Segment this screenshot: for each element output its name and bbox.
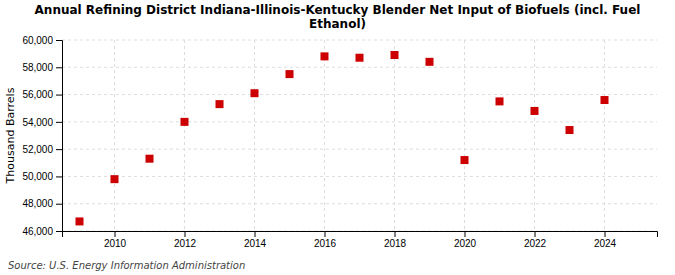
grid-line bbox=[324, 40, 325, 231]
point bbox=[321, 52, 329, 60]
y-axis: 46,000 48,000 50,000 52,000 54,000 56,000 58,0… bbox=[22, 35, 62, 237]
axis-line bbox=[63, 232, 658, 238]
x-tick: 2012 bbox=[174, 231, 197, 249]
tick-mark bbox=[535, 231, 536, 237]
grid-line bbox=[114, 40, 115, 231]
title-line: Annual Refining District Indiana-Illinoi… bbox=[35, 3, 641, 17]
tick-label: 50,000 bbox=[22, 171, 53, 182]
tick-label: 52,000 bbox=[22, 144, 53, 155]
x-tick: 2022 bbox=[524, 231, 547, 249]
x-tick: 2016 bbox=[314, 231, 337, 249]
plot: 2010 2012 2014 2016 2018 2020 2022 2024 46,000 48… bbox=[22, 35, 657, 249]
tick-label: 2022 bbox=[524, 238, 547, 249]
tick-label: 48,000 bbox=[22, 198, 53, 209]
tick-label: 46,000 bbox=[22, 226, 53, 237]
grid-line bbox=[62, 94, 657, 95]
tick-mark bbox=[255, 231, 256, 237]
point bbox=[496, 97, 504, 105]
tick-mark bbox=[56, 231, 62, 232]
tick-label: 2020 bbox=[454, 238, 477, 249]
tick-label: 58,000 bbox=[22, 62, 53, 73]
point bbox=[146, 155, 154, 163]
point bbox=[426, 58, 434, 66]
tick-mark bbox=[465, 231, 466, 237]
y-tick: 52,000 bbox=[22, 144, 62, 155]
point bbox=[76, 217, 84, 225]
annotation: Source: U.S. Energy Information Administ… bbox=[8, 260, 245, 271]
x-tick: 2018 bbox=[384, 231, 407, 249]
title: Annual Refining District Indiana-Illinoi… bbox=[35, 3, 641, 31]
tick-mark bbox=[56, 149, 62, 150]
point bbox=[251, 89, 259, 97]
tick-mark bbox=[325, 231, 326, 237]
points bbox=[76, 51, 609, 225]
point bbox=[531, 107, 539, 115]
grid-line bbox=[62, 176, 657, 177]
grid bbox=[62, 40, 657, 231]
grid-line bbox=[62, 67, 657, 68]
y-tick: 58,000 bbox=[22, 62, 62, 73]
point bbox=[566, 126, 574, 134]
tick-mark bbox=[395, 231, 396, 237]
tick-label: 60,000 bbox=[22, 35, 53, 46]
tick-label: 2014 bbox=[244, 238, 267, 249]
x-tick: 2020 bbox=[454, 231, 477, 249]
point bbox=[216, 100, 224, 108]
y-tick: 50,000 bbox=[22, 171, 62, 182]
grid-line bbox=[604, 40, 605, 231]
tick-mark bbox=[115, 231, 116, 237]
grid-line bbox=[394, 40, 395, 231]
x-axis: 2010 2012 2014 2016 2018 2020 2022 2024 bbox=[63, 231, 658, 249]
y-tick: 48,000 bbox=[22, 198, 62, 209]
grid-line bbox=[62, 149, 657, 150]
tick-mark bbox=[56, 122, 62, 123]
grid-line bbox=[62, 203, 657, 204]
point bbox=[356, 54, 364, 62]
point bbox=[111, 175, 119, 183]
grid-line bbox=[534, 40, 535, 231]
tick-label: 56,000 bbox=[22, 89, 53, 100]
y-tick: 60,000 bbox=[22, 35, 62, 46]
tick-label: 2012 bbox=[174, 238, 197, 249]
x-tick: 2010 bbox=[104, 231, 127, 249]
grid-line bbox=[184, 40, 185, 231]
tick-label: 2016 bbox=[314, 238, 337, 249]
x-tick: 2014 bbox=[244, 231, 267, 249]
point bbox=[391, 51, 399, 59]
tick-mark bbox=[56, 95, 62, 96]
tick-mark bbox=[185, 231, 186, 237]
tick-mark bbox=[56, 40, 62, 41]
tick-label: 2024 bbox=[594, 238, 617, 249]
chart: Annual Refining District Indiana-Illinoi… bbox=[0, 0, 675, 275]
grid-line bbox=[464, 40, 465, 231]
grid-line bbox=[62, 121, 657, 122]
tick-mark bbox=[605, 231, 606, 237]
tick-label: 2018 bbox=[384, 238, 407, 249]
y-tick: 56,000 bbox=[22, 89, 62, 100]
axis-line bbox=[56, 41, 63, 232]
tick-mark bbox=[56, 204, 62, 205]
x-tick: 2024 bbox=[594, 231, 617, 249]
grid-line bbox=[62, 40, 657, 41]
tick-label: 54,000 bbox=[22, 117, 53, 128]
y-tick: 54,000 bbox=[22, 117, 62, 128]
y-tick: 46,000 bbox=[22, 226, 62, 237]
grid-line bbox=[254, 40, 255, 231]
tick-mark bbox=[56, 176, 62, 177]
y-axis-title: Thousand Barrels bbox=[4, 87, 17, 184]
point bbox=[181, 118, 189, 126]
tick-mark bbox=[56, 67, 62, 68]
tick-label: 2010 bbox=[104, 238, 127, 249]
title-line: Ethanol) bbox=[309, 17, 366, 31]
point bbox=[286, 70, 294, 78]
point bbox=[601, 96, 609, 104]
point bbox=[461, 156, 469, 164]
